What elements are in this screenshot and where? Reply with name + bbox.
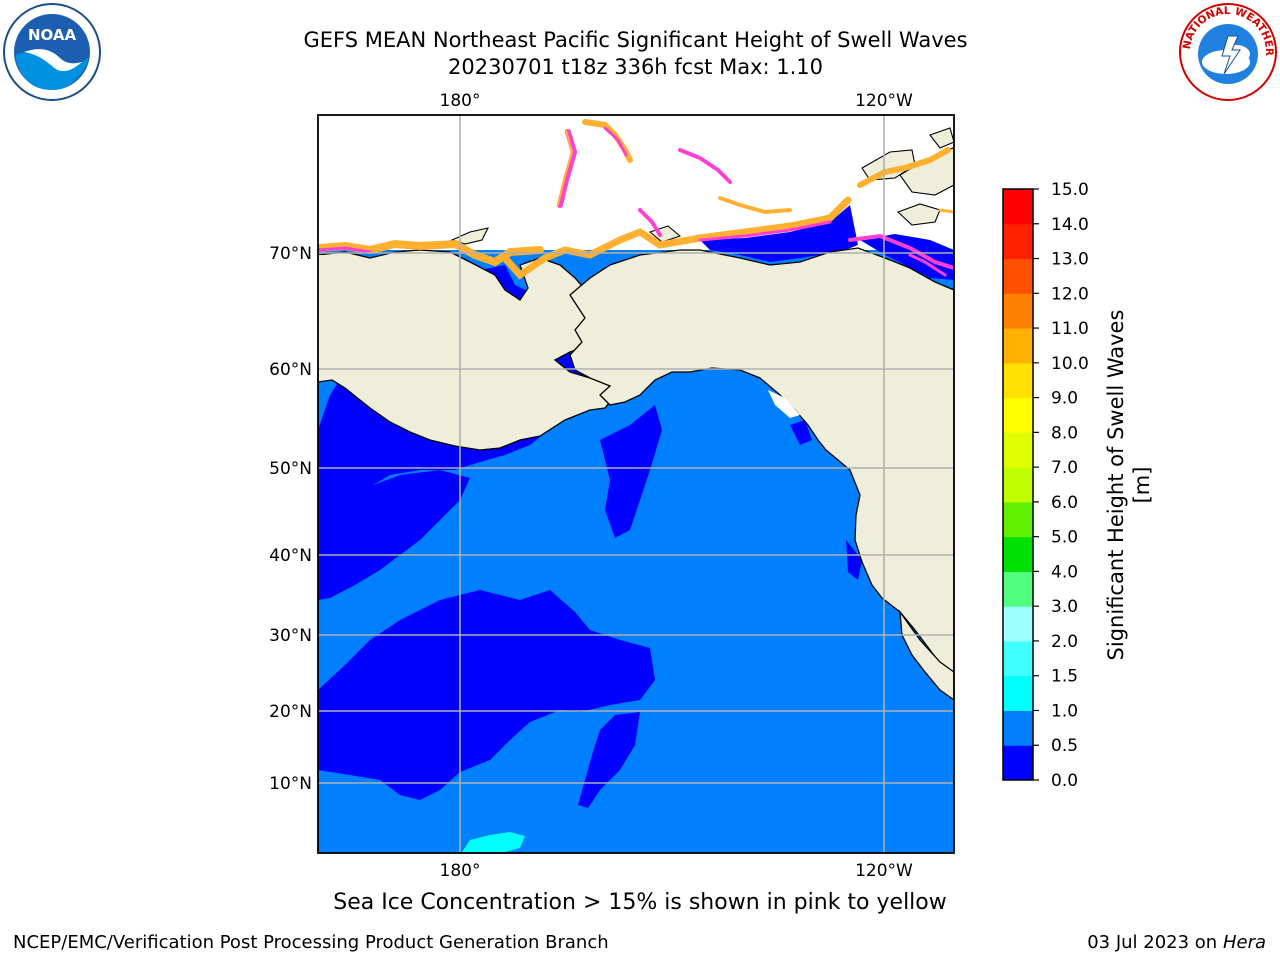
colorbar-label: Significant Height of Swell Waves [m] xyxy=(1104,309,1154,661)
colorbar-tick-label: 3.0 xyxy=(1051,597,1078,617)
colorbar-tick-label: 7.0 xyxy=(1051,458,1078,478)
colorbar-tick-label: 8.0 xyxy=(1051,423,1078,443)
coastal-white-patch xyxy=(768,390,800,418)
colorbar-tick-label: 11.0 xyxy=(1051,319,1089,339)
lat-label-70n: 70°N xyxy=(269,244,312,264)
colorbar-segment xyxy=(1003,397,1033,433)
land-mexico xyxy=(899,609,954,701)
colorbar-segment xyxy=(1003,606,1033,642)
colorbar-tick-label: 10.0 xyxy=(1051,354,1089,374)
colorbar-tick-label: 15.0 xyxy=(1051,180,1089,200)
lon-label-top-180: 180° xyxy=(440,91,481,111)
footer-credit: NCEP/EMC/Verification Post Processing Pr… xyxy=(13,932,609,953)
chart-subtitle: 20230701 t18z 336h fcst Max: 1.10 xyxy=(448,55,823,79)
chart-title: GEFS MEAN Northeast Pacific Significant … xyxy=(303,28,968,52)
colorbar-segment xyxy=(1003,293,1033,329)
colorbar-segment xyxy=(1003,362,1033,399)
colorbar-tick-label: 9.0 xyxy=(1051,389,1078,409)
colorbar-tick-label: 5.0 xyxy=(1051,528,1078,548)
colorbar-segment xyxy=(1003,223,1033,260)
noaa-logo-icon: NOAA xyxy=(3,3,101,101)
colorbar: 0.0 0.5 1.0 1.5 2.0 3.0 4.0 5.0 6.0 7.0 8.0 9.0 10.0… xyxy=(1002,180,1089,791)
colorbar-segment xyxy=(1003,189,1033,225)
map-area xyxy=(318,115,954,853)
colorbar-tick-label: 14.0 xyxy=(1051,215,1089,235)
colorbar-tick-label: 0.5 xyxy=(1051,736,1078,756)
lat-label-50n: 50°N xyxy=(269,459,312,479)
colorbar-segment xyxy=(1003,710,1033,746)
ocean-swell-1.0-1.5 xyxy=(462,832,525,852)
colorbar-frame xyxy=(1002,188,1034,781)
land-north-america xyxy=(569,247,954,681)
map-frame xyxy=(317,114,955,854)
colorbar-segment xyxy=(1003,675,1033,711)
footer-date: 03 Jul 2023 on Hera xyxy=(1087,932,1266,953)
colorbar-segment xyxy=(1003,467,1033,503)
land-siberia-west xyxy=(318,255,455,378)
nws-logo-icon: NATIONAL WEATHER SERVICE xyxy=(1178,2,1277,101)
lat-label-30n: 30°N xyxy=(269,626,312,646)
lat-label-20n: 20°N xyxy=(269,702,312,722)
colorbar-segment xyxy=(1003,328,1033,364)
colorbar-segment xyxy=(1003,745,1033,781)
colorbar-tick-label: 0.0 xyxy=(1051,771,1078,791)
colorbar-segment xyxy=(1003,501,1033,538)
colorbar-segment xyxy=(1003,258,1033,294)
colorbar-segment xyxy=(1003,432,1033,468)
colorbar-tick-label: 4.0 xyxy=(1051,562,1078,582)
colorbar-tick-label: 2.0 xyxy=(1051,632,1078,652)
colorbar-tick-label: 6.0 xyxy=(1051,493,1078,513)
noaa-logo-text: NOAA xyxy=(28,26,77,44)
footer-host: Hera xyxy=(1222,932,1266,953)
colorbar-tick-label: 1.0 xyxy=(1051,701,1078,721)
sea-ice-caption: Sea Ice Concentration > 15% is shown in … xyxy=(333,890,947,915)
colorbar-segment xyxy=(1003,640,1033,677)
lat-label-10n: 10°N xyxy=(269,774,312,794)
land-arctic-islands xyxy=(450,127,954,245)
colorbar-tick-label: 13.0 xyxy=(1051,250,1089,270)
colorbar-segment xyxy=(1003,536,1033,572)
lon-label-top-120w: 120°W xyxy=(855,91,913,111)
sea-ice-edges xyxy=(318,119,954,280)
lon-label-bottom-120w: 120°W xyxy=(855,861,913,881)
colorbar-tick-label: 12.0 xyxy=(1051,284,1089,304)
lat-label-40n: 40°N xyxy=(269,546,312,566)
map-gridlines xyxy=(318,115,954,853)
colorbar-segment xyxy=(1003,571,1033,607)
footer-date-text: 03 Jul 2023 on xyxy=(1087,932,1223,953)
lon-label-bottom-180: 180° xyxy=(440,861,481,881)
lat-label-60n: 60°N xyxy=(269,360,312,380)
colorbar-tick-label: 1.5 xyxy=(1051,667,1078,687)
